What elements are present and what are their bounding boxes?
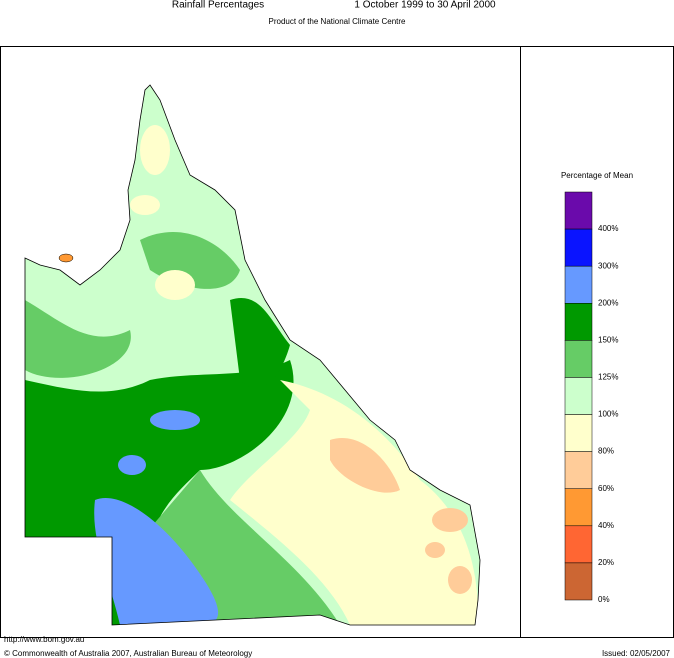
legend-swatch <box>564 377 593 415</box>
legend-label: 40% <box>598 521 614 530</box>
issued: Issued: 02/05/2007 <box>602 649 671 658</box>
legend-title: Percentage of Mean <box>561 171 633 180</box>
url: http://www.bom.gov.au <box>4 635 84 644</box>
legend-swatch <box>564 414 593 452</box>
legend-label: 0% <box>598 595 610 604</box>
legend-label: 125% <box>598 373 618 382</box>
legend-swatch <box>564 303 593 341</box>
legend-swatch <box>564 265 593 304</box>
legend-swatch <box>564 228 593 267</box>
legend-swatch <box>564 488 593 527</box>
copyright: © Commonwealth of Australia 2007, Austra… <box>4 649 252 658</box>
map <box>25 85 480 625</box>
subtitle: Product of the National Climate Centre <box>269 17 407 26</box>
legend-swatch <box>564 451 593 489</box>
legend-label: 60% <box>598 484 614 493</box>
legend-swatch <box>564 525 593 564</box>
period: 1 October 1999 to 30 April 2000 <box>354 0 496 11</box>
legend-label: 150% <box>598 335 618 344</box>
legend-label: 400% <box>598 224 618 233</box>
legend-label: 20% <box>598 558 614 567</box>
legend-swatch <box>564 562 593 601</box>
title: Rainfall Percentages <box>172 0 264 11</box>
legend-label: 80% <box>598 447 614 456</box>
island <box>58 253 74 263</box>
legend: 400% 300% 200% 150% 125% 100% 80% 60% 40% 20% 0% <box>564 191 618 604</box>
legend-swatch <box>564 191 593 230</box>
legend-swatch <box>564 340 593 378</box>
legend-label: 300% <box>598 261 618 270</box>
legend-label: 100% <box>598 410 618 419</box>
legend-label: 200% <box>598 298 618 307</box>
